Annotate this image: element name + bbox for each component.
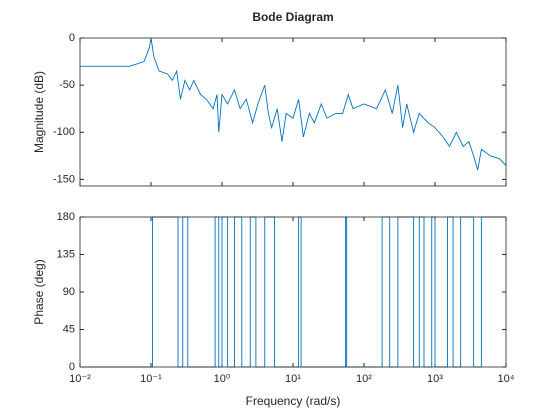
y-tick-label: -100 [53, 126, 75, 138]
x-tick-label: 10⁰ [214, 373, 231, 385]
y-tick-label: 0 [69, 361, 75, 373]
chart-title: Bode Diagram [252, 10, 333, 24]
plot-area [80, 217, 506, 367]
x-tick-label: 10⁻² [69, 373, 91, 385]
x-axis-label: Frequency (rad/s) [246, 394, 341, 408]
y-tick-label: 180 [57, 211, 75, 223]
x-tick-label: 10³ [427, 373, 443, 385]
data-line [80, 37, 507, 171]
plot-area [80, 38, 506, 186]
y-tick-label: -50 [59, 79, 75, 91]
axes-box [79, 37, 507, 187]
x-tick-label: 10⁻¹ [140, 373, 162, 385]
y-tick-label: 45 [63, 323, 75, 335]
y-tick-label: 90 [63, 286, 75, 298]
axes-box [79, 216, 507, 368]
y-axis-label: Magnitude (dB) [32, 71, 46, 153]
x-tick-label: 10² [356, 373, 372, 385]
y-tick-label: 0 [69, 32, 75, 44]
y-axis-label: Phase (deg) [32, 259, 46, 324]
y-tick-label: 135 [57, 248, 75, 260]
x-tick-label: 10⁴ [498, 373, 515, 385]
x-tick-label: 10¹ [285, 373, 301, 385]
y-tick-label: -150 [53, 173, 75, 185]
